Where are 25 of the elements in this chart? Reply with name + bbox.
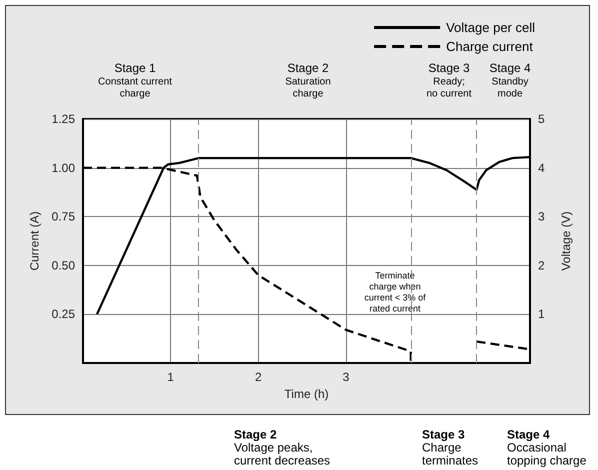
legend-label: Charge current <box>446 39 534 54</box>
text: Stage 4 Standby mode <box>489 61 532 100</box>
text: Stage 3 Charge terminates <box>422 428 478 468</box>
text: Stage 2 Saturation charge <box>285 61 331 100</box>
y2-tick-label: 2 <box>538 258 545 272</box>
text: Stage 2 Voltage peaks, current decreases <box>234 428 330 468</box>
y-tick-label: 0.50 <box>52 258 76 272</box>
y-axis-title: Current (A) <box>28 211 42 271</box>
y2-axis-title: Voltage (V) <box>559 211 573 271</box>
legend-label: Voltage per cell <box>446 20 536 35</box>
text: Stage 3 Ready; no current <box>426 61 472 100</box>
y2-tick-label: 4 <box>538 160 545 175</box>
y-tick-label: 1.00 <box>52 160 76 175</box>
text: Stage 4 Occasional topping charge <box>507 428 587 468</box>
y2-tick-label: 5 <box>538 112 545 126</box>
y2-tick-label: 3 <box>538 210 545 224</box>
y2-tick-label: 1 <box>538 307 545 322</box>
x-tick-label: 3 <box>342 370 350 384</box>
y-tick-label: 0.25 <box>52 307 76 322</box>
y-tick-label: 0.75 <box>52 210 76 224</box>
x-tick-label: 2 <box>254 370 262 384</box>
text: Stage 1 Constant current charge <box>98 61 172 100</box>
y-tick-label: 1.25 <box>52 112 76 126</box>
x-tick-label: 1 <box>167 370 174 384</box>
x-axis-title: Time (h) <box>284 386 329 401</box>
